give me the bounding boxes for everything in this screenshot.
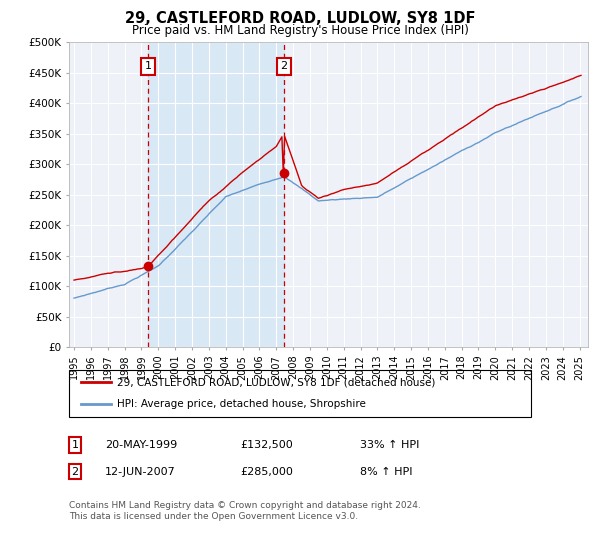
Text: 29, CASTLEFORD ROAD, LUDLOW, SY8 1DF: 29, CASTLEFORD ROAD, LUDLOW, SY8 1DF	[125, 11, 475, 26]
Text: £132,500: £132,500	[240, 440, 293, 450]
Text: 2: 2	[71, 466, 79, 477]
Text: 20-MAY-1999: 20-MAY-1999	[105, 440, 177, 450]
Text: HPI: Average price, detached house, Shropshire: HPI: Average price, detached house, Shro…	[117, 399, 366, 409]
Text: Price paid vs. HM Land Registry's House Price Index (HPI): Price paid vs. HM Land Registry's House …	[131, 24, 469, 36]
Bar	[148, 42, 284, 347]
Text: £285,000: £285,000	[240, 466, 293, 477]
Text: 2: 2	[280, 62, 287, 72]
Text: Contains HM Land Registry data © Crown copyright and database right 2024.
This d: Contains HM Land Registry data © Crown c…	[69, 501, 421, 521]
Text: 33% ↑ HPI: 33% ↑ HPI	[360, 440, 419, 450]
Text: 1: 1	[71, 440, 79, 450]
Text: 8% ↑ HPI: 8% ↑ HPI	[360, 466, 413, 477]
Text: 1: 1	[145, 62, 151, 72]
Text: 12-JUN-2007: 12-JUN-2007	[105, 466, 176, 477]
Text: 29, CASTLEFORD ROAD, LUDLOW, SY8 1DF (detached house): 29, CASTLEFORD ROAD, LUDLOW, SY8 1DF (de…	[117, 377, 436, 388]
